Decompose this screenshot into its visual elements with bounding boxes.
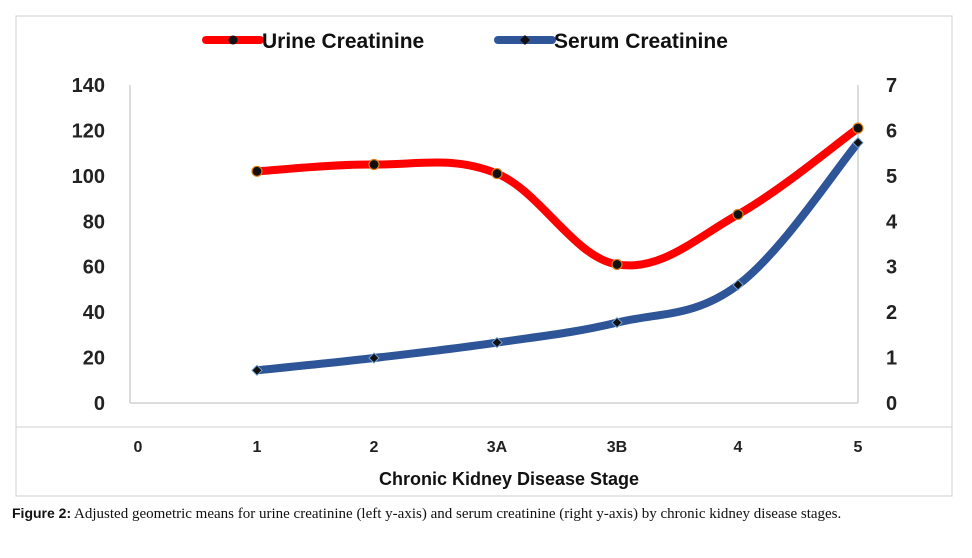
data-point-serum — [732, 279, 744, 291]
series-line-urine — [253, 124, 862, 270]
left-axis-ticks: 0 20 40 60 80 100 120 140 — [72, 75, 105, 415]
x-tick-label: 5 — [854, 439, 863, 456]
right-tick-label: 6 — [886, 120, 897, 142]
data-point-serum — [368, 352, 380, 364]
left-tick-label: 140 — [72, 75, 105, 97]
data-point-urine — [491, 167, 503, 180]
chart-frame — [15, 15, 953, 497]
legend-item-urine: Urine Creatinine — [202, 30, 424, 53]
left-tick-label: 0 — [94, 393, 105, 415]
left-tick-label: 120 — [72, 120, 105, 142]
x-tick-label: 0 — [134, 439, 143, 456]
left-tick-label: 60 — [83, 257, 105, 279]
data-point-serum — [251, 364, 263, 376]
data-point-serum — [491, 336, 503, 349]
data-point-urine — [852, 122, 864, 134]
legend-label-serum: Serum Creatinine — [554, 30, 728, 53]
right-axis-ticks: 0 1 2 3 4 5 6 7 — [886, 75, 898, 415]
series-line-serum — [253, 138, 862, 375]
data-point-urine — [368, 158, 380, 171]
caption-label: Figure 2: — [12, 505, 72, 521]
left-tick-label: 100 — [72, 166, 105, 188]
data-point-urine — [251, 165, 263, 177]
left-tick-label: 80 — [83, 211, 105, 233]
x-tick-label: 2 — [370, 439, 379, 456]
right-tick-label: 7 — [886, 75, 897, 97]
left-tick-label: 20 — [83, 348, 105, 370]
data-point-serum — [852, 136, 864, 149]
x-tick-label: 3B — [607, 439, 627, 456]
right-tick-label: 3 — [886, 257, 897, 279]
left-tick-label: 40 — [83, 302, 105, 324]
x-tick-label: 4 — [734, 439, 743, 456]
legend-label-urine: Urine Creatinine — [262, 30, 424, 53]
data-point-serum — [611, 316, 623, 329]
right-tick-label: 1 — [886, 348, 897, 370]
legend-marker-urine — [228, 35, 238, 45]
x-tick-label: 1 — [253, 439, 262, 456]
right-tick-label: 2 — [886, 302, 897, 324]
legend-item-serum: Serum Creatinine — [494, 30, 728, 53]
caption-text: Adjusted geometric means for urine creat… — [71, 506, 842, 522]
x-axis-title: Chronic Kidney Disease Stage — [379, 469, 639, 489]
legend-marker-serum — [520, 35, 530, 45]
right-tick-label: 0 — [886, 393, 897, 415]
right-tick-label: 5 — [886, 166, 897, 188]
x-tick-label: 3A — [487, 439, 508, 456]
x-axis-ticks: 0 1 2 3A 3B 4 5 — [134, 439, 863, 456]
data-point-urine — [611, 258, 623, 271]
legend: Urine Creatinine Serum Creatinine — [202, 30, 728, 53]
figure-caption: Figure 2: Adjusted geometric means for u… — [12, 505, 962, 523]
data-point-urine — [732, 208, 744, 221]
right-tick-label: 4 — [886, 211, 898, 233]
series-layer — [251, 122, 864, 376]
